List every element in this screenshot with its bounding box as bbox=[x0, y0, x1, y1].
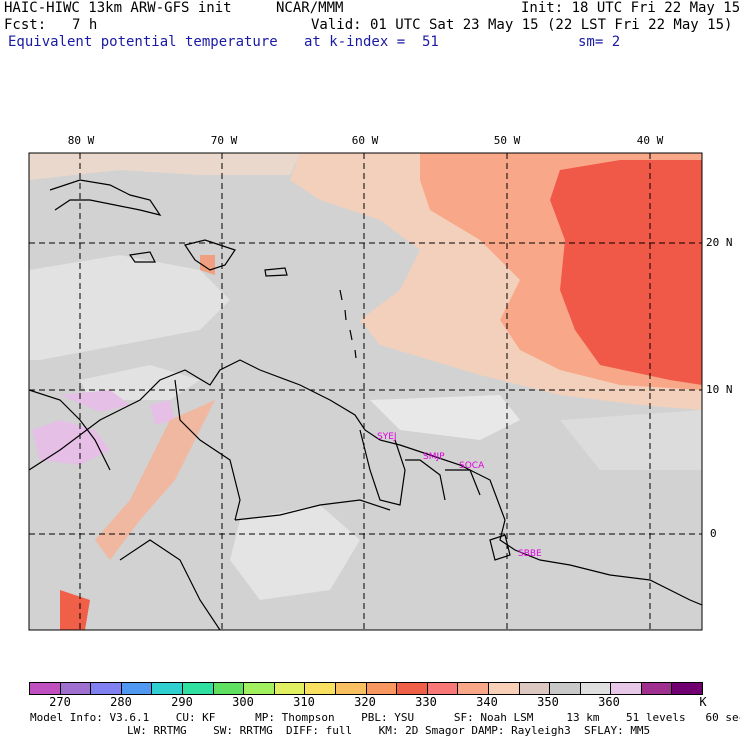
light-region bbox=[560, 410, 702, 470]
fcst-value: 7 h bbox=[72, 17, 98, 33]
colorbar-swatch bbox=[519, 683, 551, 694]
light-region bbox=[370, 395, 520, 440]
colorbar-swatch bbox=[397, 683, 428, 694]
map-frame bbox=[28, 152, 703, 631]
org-label: NCAR/MMM bbox=[276, 0, 344, 16]
hot-region-sw bbox=[60, 590, 90, 630]
fcst-label: Fcst: bbox=[4, 17, 47, 33]
lon-label-50w: 50 W bbox=[493, 134, 521, 147]
lon-label-80w: 80 W bbox=[67, 134, 95, 147]
colorbar-swatch bbox=[366, 683, 398, 694]
colorbar-swatch bbox=[672, 683, 703, 694]
colorbar-label: 290 bbox=[171, 695, 193, 709]
andes-region bbox=[95, 400, 215, 560]
colorbar-swatch bbox=[550, 683, 581, 694]
lat-label-0: 0 bbox=[710, 527, 717, 540]
site-label-sbbe: SBBE bbox=[518, 549, 542, 559]
lon-label-40w: 40 W bbox=[636, 134, 664, 147]
lon-label-70w: 70 W bbox=[210, 134, 238, 147]
smoothing-info: sm= 2 bbox=[578, 34, 621, 50]
colorbar-swatch bbox=[60, 683, 92, 694]
colorbar bbox=[29, 682, 703, 695]
colorbar-swatch bbox=[580, 683, 612, 694]
model-info-line2: LW: RRTMG SW: RRTMG DIFF: full KM: 2D Sm… bbox=[127, 724, 651, 737]
model-title: HAIC-HIWC 13km ARW-GFS init bbox=[4, 0, 232, 16]
colorbar-swatch bbox=[30, 683, 61, 694]
hot-region bbox=[550, 160, 702, 385]
colorbar-swatch bbox=[488, 683, 520, 694]
cool-region bbox=[60, 390, 130, 412]
colorbar-swatch bbox=[641, 683, 673, 694]
colorbar-swatch bbox=[335, 683, 367, 694]
site-label-smjp: SMJP bbox=[423, 452, 445, 462]
field-name: Equivalent potential temperature bbox=[8, 34, 278, 50]
colorbar-label: 310 bbox=[293, 695, 315, 709]
colorbar-swatch bbox=[458, 683, 489, 694]
colorbar-unit: K bbox=[699, 695, 707, 709]
colorbar-swatch bbox=[152, 683, 183, 694]
cool-region bbox=[150, 400, 175, 425]
site-label-soca: SOCA bbox=[459, 461, 485, 471]
valid-time: Valid: 01 UTC Sat 23 May 15 (22 LST Fri … bbox=[311, 17, 733, 33]
colorbar-swatch bbox=[121, 683, 153, 694]
colorbar-swatch bbox=[91, 683, 122, 694]
colorbar-swatch bbox=[427, 683, 459, 694]
init-time: Init: 18 UTC Fri 22 May 15 bbox=[521, 0, 740, 16]
colorbar-swatch bbox=[611, 683, 642, 694]
colorbar-swatch bbox=[274, 683, 306, 694]
level-info: at k-index = 51 bbox=[304, 34, 439, 50]
colorbar-swatch bbox=[182, 683, 214, 694]
site-label-syej: SYEJ bbox=[377, 432, 397, 442]
model-info-line1: Model Info: V3.6.1 CU: KF MP: Thompson P… bbox=[30, 711, 740, 724]
colorbar-swatch bbox=[244, 683, 275, 694]
colorbar-label: 360 bbox=[598, 695, 620, 709]
colorbar-label: 340 bbox=[476, 695, 498, 709]
colorbar-swatch bbox=[305, 683, 336, 694]
colorbar-label: 350 bbox=[537, 695, 559, 709]
colorbar-label: 300 bbox=[232, 695, 254, 709]
lon-label-60w: 60 W bbox=[351, 134, 379, 147]
graticule bbox=[29, 153, 702, 630]
colorbar-label: 280 bbox=[110, 695, 132, 709]
light-region bbox=[29, 255, 230, 360]
coastlines bbox=[29, 179, 702, 630]
warm-band bbox=[29, 153, 300, 180]
lat-label-10n: 10 N bbox=[706, 383, 733, 396]
colorbar-label: 330 bbox=[415, 695, 437, 709]
lat-label-20n: 20 N bbox=[706, 236, 733, 249]
light-region bbox=[230, 505, 360, 600]
colorbar-swatch bbox=[213, 683, 245, 694]
colorbar-label: 320 bbox=[354, 695, 376, 709]
colorbar-label: 270 bbox=[49, 695, 71, 709]
